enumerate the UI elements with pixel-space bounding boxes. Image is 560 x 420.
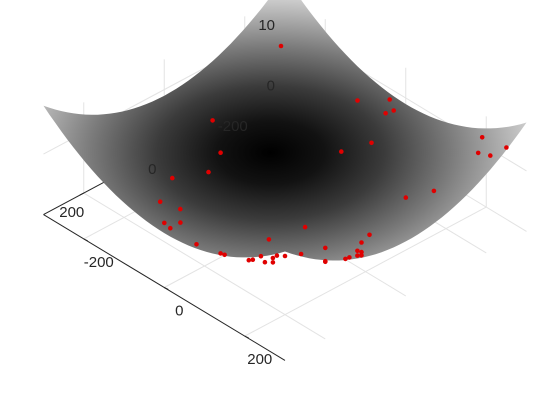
x-tick-label: 0	[175, 303, 183, 320]
scatter-point	[383, 111, 388, 116]
y-tick-label: 0	[148, 161, 156, 178]
x-tick-label: 200	[247, 351, 272, 368]
z-tick-label: 10	[258, 17, 275, 34]
tick-mark	[83, 238, 88, 242]
scatter-point	[323, 258, 328, 264]
scatter-point	[270, 260, 276, 265]
scatter-point	[270, 255, 276, 261]
scatter-point	[218, 150, 223, 155]
grid-line-y-floor	[83, 192, 326, 340]
scatter-point	[504, 145, 509, 150]
tick-mark	[164, 287, 169, 290]
scatter-point	[206, 169, 211, 175]
x-tick-label: -200	[84, 254, 114, 271]
scatter-point	[178, 220, 183, 225]
scatter-point	[369, 140, 374, 146]
scatter-point	[210, 118, 215, 123]
scatter-point	[302, 224, 308, 230]
z-tick-label: 0	[267, 78, 275, 95]
scatter-point	[168, 225, 173, 231]
scatter-point	[278, 43, 284, 49]
scatter-point	[266, 237, 272, 242]
scatter-point	[431, 188, 437, 194]
scatter-point	[355, 248, 360, 254]
scatter-point	[162, 220, 167, 226]
scatter-point	[323, 245, 328, 251]
scatter-point	[347, 255, 352, 260]
tick-labels: -200 0 200 -200 0 200 0 10	[59, 17, 275, 368]
scatter-point	[218, 251, 223, 256]
y-tick-label: 200	[59, 204, 84, 221]
scatter-point	[339, 149, 344, 154]
scatter-point	[359, 249, 364, 255]
scatter-point	[178, 206, 183, 212]
scatter-point	[355, 253, 360, 258]
scatter-point	[262, 259, 268, 265]
scatter-point	[246, 257, 252, 263]
scatter-point	[343, 256, 348, 262]
scatter-point	[359, 253, 364, 258]
scatter-point	[355, 98, 360, 103]
scatter-point	[298, 251, 304, 257]
scatter-point	[488, 153, 493, 158]
scatter-point	[391, 108, 397, 113]
scatter-point	[250, 257, 256, 263]
scatter-point	[403, 195, 409, 200]
scatter-point	[274, 253, 280, 258]
scatter-point	[157, 199, 163, 204]
scatter-point	[258, 253, 264, 259]
scatter-point	[475, 150, 481, 156]
scatter-point	[222, 252, 227, 258]
scatter-point	[170, 175, 175, 181]
scatter-point	[194, 242, 199, 247]
tick-mark	[244, 335, 249, 339]
scatter-point	[367, 232, 372, 238]
scatter-point	[359, 240, 364, 245]
y-tick-label: -200	[218, 118, 248, 135]
scatter-points	[157, 43, 509, 265]
tick-mark	[79, 192, 84, 196]
scatter-point	[282, 253, 288, 259]
scatter-point	[479, 135, 485, 140]
scatter-point	[387, 97, 393, 102]
